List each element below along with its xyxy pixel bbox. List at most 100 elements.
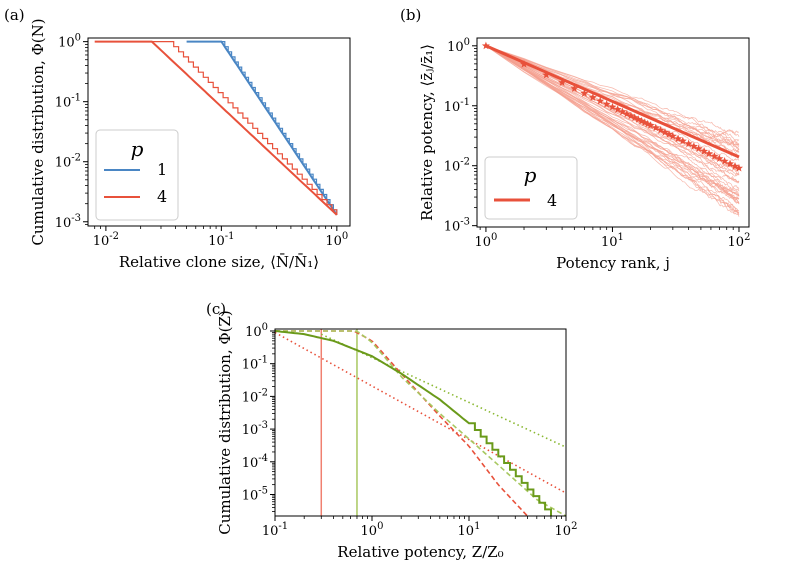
trajectory (485, 45, 740, 204)
panel-a-legend-label: 4 (157, 187, 167, 206)
panel-c-ytick-label: 10-1 (242, 355, 268, 373)
panel-c-plot (275, 329, 566, 516)
star-marker (715, 154, 724, 162)
series-red-cutoff-dashed- (275, 330, 528, 516)
panel-c-ytick-label: 10-2 (242, 387, 268, 405)
panel-a-axes: 10-2 10-1 100 100 10-1 10-2 10-3 Relative clone… (29, 18, 351, 271)
panel-a-xtick-label: 10-2 (93, 231, 119, 249)
panel-b-ytick-label: 10-2 (444, 157, 470, 175)
panel-a-ytick-label: 10-3 (55, 213, 81, 231)
star-marker (720, 157, 729, 165)
panel-b-ytick-label: 10-3 (444, 217, 470, 235)
trajectory (485, 45, 740, 190)
trajectory (485, 45, 740, 197)
panel-a-xlabel: Relative clone size, ⟨N̄/N̄₁⟩ (119, 253, 319, 271)
series-p-4-analytic (94, 40, 338, 216)
trajectory (485, 45, 740, 204)
panel-a-legend-title: p (131, 137, 144, 161)
trajectory (485, 45, 740, 217)
star-marker (710, 152, 719, 160)
trajectory (485, 45, 740, 214)
trajectory (485, 45, 740, 183)
panel-c-xtick-label: 100 (361, 521, 384, 539)
star-marker (570, 84, 579, 92)
trajectory (485, 45, 740, 142)
panel-a-ytick-label: 100 (58, 33, 81, 51)
star-marker (700, 147, 709, 155)
panel-c-ytick-label: 100 (245, 322, 268, 340)
panel-a-xtick-label: 100 (325, 231, 348, 249)
panel-a-ytick-label: 10-2 (55, 153, 81, 171)
star-marker (558, 78, 567, 86)
panel-a-legend-label: 1 (157, 160, 167, 179)
panel-c-xlabel: Relative potency, Z/Z₀ (337, 543, 503, 561)
star-marker (674, 134, 683, 143)
star-marker (643, 119, 652, 128)
panel-a-legend: p1 4 (95, 129, 179, 221)
panel-b-xtick-label: 100 (474, 232, 497, 250)
trajectory (485, 45, 740, 134)
star-marker (627, 111, 635, 120)
panel-b-xtick-label: 101 (601, 232, 624, 250)
trajectory (485, 45, 740, 176)
trajectory (485, 45, 740, 150)
star-marker (661, 128, 669, 136)
star-marker (689, 142, 698, 150)
panel-c-xtick-label: 101 (458, 521, 481, 539)
panel-c-ytick-label: 10-4 (242, 453, 268, 471)
star-marker (656, 126, 665, 134)
panel-a-label: (a) (4, 6, 25, 24)
star-marker (608, 102, 617, 111)
panel-b-ytick-label: 100 (447, 37, 470, 55)
panel-b-legend-box (484, 156, 578, 220)
panel-b-legend: p4 (484, 156, 578, 220)
series-green-cutoff-dashed- (275, 330, 566, 516)
panel-b-label: (b) (400, 6, 421, 24)
star-marker (634, 115, 643, 123)
trajectory (485, 45, 740, 184)
star-marker (637, 116, 646, 125)
star-marker (596, 96, 605, 105)
star-marker (481, 41, 490, 50)
series-p-1-simulation (221, 40, 338, 215)
panel-b-frame (476, 37, 750, 228)
star-marker (580, 89, 589, 97)
series-p-4-simulation (129, 40, 338, 215)
star-marker (618, 107, 627, 116)
star-marker (542, 70, 551, 79)
star-marker (705, 149, 713, 157)
star-marker (520, 60, 528, 68)
trajectory (485, 45, 740, 199)
trajectory (485, 45, 740, 192)
panel-c-ylabel: Cumulative distribution, Φ(Z) (216, 310, 234, 535)
star-marker (588, 93, 597, 101)
star-marker (613, 105, 622, 113)
panel-c-xtick-label: 102 (555, 521, 578, 539)
trajectory (485, 45, 740, 154)
panel-a-ytick-label: 10-1 (55, 93, 81, 111)
panel-a-plot (94, 40, 338, 216)
star-marker (630, 113, 639, 122)
star-marker (726, 159, 734, 168)
trajectory (485, 45, 740, 212)
panel-a-frame (87, 37, 351, 227)
panel-b-ylabel: Relative potency, ⟨z̄ⱼ/z̄₁⟩ (418, 44, 436, 221)
panel-a-ylabel: Cumulative distribution, Φ(N) (29, 18, 47, 245)
panel-c-frame (274, 328, 567, 517)
series-simulation (275, 330, 552, 516)
panel-c-ytick-label: 10-5 (242, 485, 268, 503)
panel-b-legend-label: 4 (547, 191, 557, 210)
panel-c-xtick-label: 10-1 (262, 521, 288, 539)
series-red-power-law-dotted- (275, 331, 566, 494)
trajectory (485, 45, 740, 215)
star-marker (684, 139, 693, 148)
panel-c-label: (c) (206, 300, 226, 318)
panel-b-xlabel: Potency rank, j (556, 254, 670, 272)
panel-b-xtick-label: 102 (728, 232, 751, 250)
panel-b-plot (481, 41, 743, 217)
star-marker (622, 109, 631, 118)
star-marker (735, 163, 743, 172)
panel-b-ytick-label: 10-1 (444, 97, 470, 115)
star-marker (731, 162, 739, 170)
